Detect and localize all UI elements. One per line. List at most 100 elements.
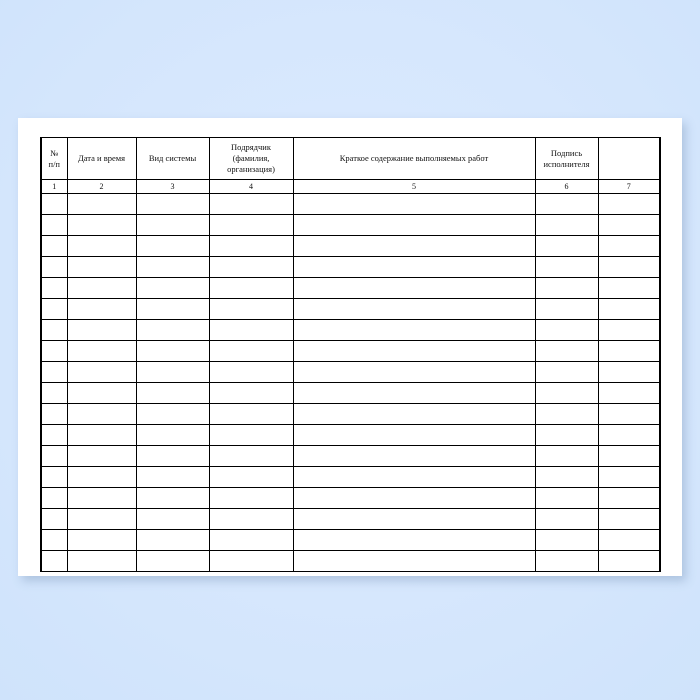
table-cell[interactable] (40, 319, 68, 341)
table-cell[interactable] (135, 550, 210, 572)
table-cell[interactable] (135, 403, 210, 425)
table-cell[interactable] (597, 235, 661, 257)
table-cell[interactable] (66, 277, 137, 299)
table-cell[interactable] (135, 508, 210, 530)
table-cell[interactable] (208, 487, 294, 509)
table-cell[interactable] (66, 529, 137, 551)
table-cell[interactable] (292, 193, 536, 215)
table-cell[interactable] (292, 382, 536, 404)
table-cell[interactable] (208, 550, 294, 572)
table-row[interactable] (40, 424, 661, 446)
table-row[interactable] (40, 529, 661, 551)
table-cell[interactable] (292, 256, 536, 278)
table-cell[interactable] (135, 214, 210, 236)
table-cell[interactable] (597, 277, 661, 299)
table-cell[interactable] (40, 193, 68, 215)
table-cell[interactable] (597, 340, 661, 362)
table-cell[interactable] (40, 361, 68, 383)
table-cell[interactable] (208, 277, 294, 299)
table-cell[interactable] (40, 487, 68, 509)
table-cell[interactable] (534, 340, 599, 362)
table-cell[interactable] (66, 256, 137, 278)
table-cell[interactable] (66, 235, 137, 257)
table-cell[interactable] (534, 445, 599, 467)
table-cell[interactable] (534, 277, 599, 299)
table-cell[interactable] (208, 235, 294, 257)
table-cell[interactable] (66, 319, 137, 341)
table-cell[interactable] (597, 193, 661, 215)
table-row[interactable] (40, 361, 661, 383)
table-cell[interactable] (292, 466, 536, 488)
table-cell[interactable] (597, 403, 661, 425)
table-cell[interactable] (208, 403, 294, 425)
table-cell[interactable] (292, 298, 536, 320)
table-cell[interactable] (597, 298, 661, 320)
table-cell[interactable] (534, 382, 599, 404)
table-row[interactable] (40, 235, 661, 257)
table-cell[interactable] (597, 382, 661, 404)
table-cell[interactable] (66, 508, 137, 530)
table-cell[interactable] (66, 487, 137, 509)
table-cell[interactable] (534, 193, 599, 215)
table-cell[interactable] (292, 340, 536, 362)
table-cell[interactable] (135, 424, 210, 446)
table-cell[interactable] (66, 193, 137, 215)
table-cell[interactable] (534, 466, 599, 488)
table-cell[interactable] (135, 361, 210, 383)
table-cell[interactable] (292, 277, 536, 299)
table-cell[interactable] (135, 487, 210, 509)
table-cell[interactable] (40, 298, 68, 320)
table-cell[interactable] (66, 382, 137, 404)
table-cell[interactable] (66, 550, 137, 572)
table-row[interactable] (40, 256, 661, 278)
table-cell[interactable] (40, 550, 68, 572)
table-cell[interactable] (534, 508, 599, 530)
table-cell[interactable] (534, 214, 599, 236)
table-cell[interactable] (208, 508, 294, 530)
table-cell[interactable] (292, 424, 536, 446)
table-cell[interactable] (597, 487, 661, 509)
table-cell[interactable] (292, 487, 536, 509)
table-cell[interactable] (597, 214, 661, 236)
table-cell[interactable] (135, 193, 210, 215)
table-cell[interactable] (208, 361, 294, 383)
table-cell[interactable] (534, 529, 599, 551)
table-cell[interactable] (135, 235, 210, 257)
table-cell[interactable] (66, 445, 137, 467)
table-cell[interactable] (208, 193, 294, 215)
table-row[interactable] (40, 214, 661, 236)
table-cell[interactable] (208, 214, 294, 236)
table-cell[interactable] (66, 403, 137, 425)
table-cell[interactable] (208, 340, 294, 362)
table-row[interactable] (40, 340, 661, 362)
table-cell[interactable] (40, 403, 68, 425)
table-cell[interactable] (597, 445, 661, 467)
table-cell[interactable] (597, 319, 661, 341)
table-cell[interactable] (208, 445, 294, 467)
table-cell[interactable] (135, 319, 210, 341)
table-cell[interactable] (66, 298, 137, 320)
table-cell[interactable] (40, 382, 68, 404)
table-cell[interactable] (534, 550, 599, 572)
table-cell[interactable] (208, 529, 294, 551)
table-cell[interactable] (534, 256, 599, 278)
table-cell[interactable] (534, 487, 599, 509)
table-row[interactable] (40, 445, 661, 467)
table-cell[interactable] (292, 529, 536, 551)
table-cell[interactable] (597, 550, 661, 572)
table-cell[interactable] (40, 508, 68, 530)
table-cell[interactable] (135, 256, 210, 278)
table-cell[interactable] (534, 403, 599, 425)
table-row[interactable] (40, 193, 661, 215)
table-cell[interactable] (40, 214, 68, 236)
table-cell[interactable] (66, 340, 137, 362)
table-row[interactable] (40, 487, 661, 509)
table-cell[interactable] (40, 466, 68, 488)
table-cell[interactable] (534, 235, 599, 257)
table-cell[interactable] (208, 298, 294, 320)
table-row[interactable] (40, 319, 661, 341)
table-cell[interactable] (597, 508, 661, 530)
table-cell[interactable] (597, 466, 661, 488)
table-cell[interactable] (208, 466, 294, 488)
table-row[interactable] (40, 298, 661, 320)
